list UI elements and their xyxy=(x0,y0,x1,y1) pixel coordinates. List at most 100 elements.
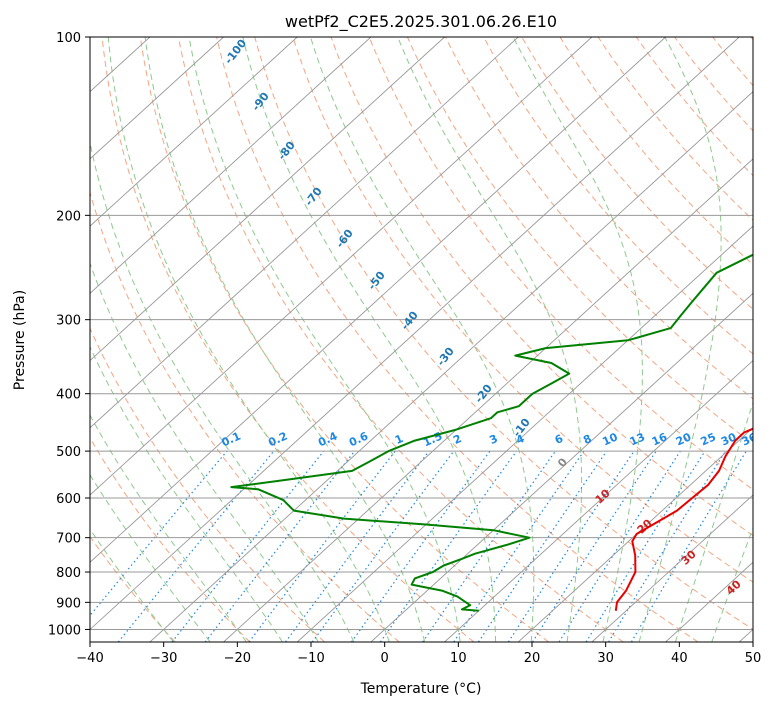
isotherm-line xyxy=(90,37,372,294)
dry-adiabat-label: 30 xyxy=(679,547,699,567)
mixing-ratio-label: 0.6 xyxy=(347,429,370,449)
mixing-ratio-line xyxy=(507,450,635,642)
moist-adiabat-label: -90 xyxy=(249,90,272,114)
isotherm-line xyxy=(223,158,753,642)
isotherm-line xyxy=(370,292,753,642)
dry-adiabat-line xyxy=(254,37,753,631)
dry-adiabat-line xyxy=(216,37,699,642)
mixing-ratio-line xyxy=(453,450,585,642)
mixing-ratio-label: 0.2 xyxy=(266,430,289,450)
moist-adiabat-line xyxy=(107,37,390,642)
mixing-ratio-label: 2 xyxy=(451,432,463,447)
x-tick-label: 40 xyxy=(671,651,688,666)
dry-adiabat-line xyxy=(559,37,753,266)
moist-adiabat-line xyxy=(397,37,583,642)
mixing-ratio-label: 10 xyxy=(600,430,620,448)
dry-adiabat-line xyxy=(406,37,753,445)
moist-adiabat-line xyxy=(90,414,247,642)
y-tick-label: 600 xyxy=(56,492,81,507)
moist-adiabat-label: -20 xyxy=(472,382,495,406)
dry-adiabat-line xyxy=(292,37,753,583)
mixing-ratio-label: 16 xyxy=(650,430,670,448)
background-lines xyxy=(0,37,753,642)
moist-adiabat-line xyxy=(188,37,461,642)
moist-adiabat-label: -100 xyxy=(222,37,249,67)
isotherm-line xyxy=(90,37,298,227)
isotherm-line xyxy=(738,628,753,642)
mixing-ratio-line xyxy=(585,450,706,642)
moist-adiabat-line xyxy=(310,37,535,642)
moist-adiabat-label: -60 xyxy=(333,227,356,251)
y-axis-ticks: 1000 900 800 700 600 500 400 300 200 100 xyxy=(48,31,90,638)
x-tick-label: −20 xyxy=(224,651,251,666)
dry-adiabat-line xyxy=(330,37,753,537)
mixing-ratio-line xyxy=(422,450,556,642)
moist-adiabat-label: -80 xyxy=(275,139,298,163)
moist-adiabat-label: -40 xyxy=(398,309,421,333)
chart-title: wetPf2_C2E5.2025.301.06.26.E10 xyxy=(285,12,557,32)
x-tick-label: 10 xyxy=(450,651,467,666)
moist-adiabat-line xyxy=(674,401,753,642)
moist-adiabat-line xyxy=(90,345,283,642)
moist-adiabat-line xyxy=(711,526,753,642)
x-tick-label: 50 xyxy=(745,651,762,666)
dry-adiabat-line xyxy=(90,190,400,642)
dry-adiabat-line xyxy=(521,37,753,310)
x-axis-label: Temperature (°C) xyxy=(360,681,482,697)
mixing-ratio-line xyxy=(351,450,491,642)
mixing-ratio-line xyxy=(285,450,430,642)
y-tick-label: 400 xyxy=(56,388,81,403)
dry-adiabat-line xyxy=(139,37,549,642)
moist-adiabat-line xyxy=(90,473,211,642)
moist-adiabat-line xyxy=(90,528,174,642)
isotherm-line xyxy=(517,427,753,642)
dry-adiabat-line xyxy=(177,37,624,642)
mixing-ratio-line xyxy=(171,450,325,642)
x-tick-label: 0 xyxy=(381,651,389,666)
y-axis-label: Pressure (hPa) xyxy=(12,290,28,390)
y-tick-label: 800 xyxy=(56,566,81,581)
mixing-ratio-label: 3 xyxy=(487,432,499,447)
dry-adiabat-line xyxy=(483,37,753,355)
moist-adiabat-line xyxy=(90,140,355,642)
dry-adiabat-line xyxy=(101,37,475,642)
x-tick-label: −40 xyxy=(76,651,103,666)
mixing-ratio-label: 6 xyxy=(553,432,566,447)
mixing-ratio-label: 0.1 xyxy=(220,430,243,450)
x-tick-label: −30 xyxy=(150,651,177,666)
x-tick-label: 30 xyxy=(597,651,614,666)
mixing-ratio-label: 13 xyxy=(628,430,647,448)
mixing-ratio-line xyxy=(630,450,747,642)
sounding-profiles xyxy=(230,253,753,612)
x-tick-label: 20 xyxy=(524,651,541,666)
isotherm-line xyxy=(591,494,753,642)
moist-adiabat-line xyxy=(144,37,426,642)
y-tick-label: 700 xyxy=(56,532,81,547)
dry-adiabat-line xyxy=(712,37,753,87)
mixing-ratio-label: 8 xyxy=(581,432,593,447)
isotherm-line xyxy=(0,37,3,642)
isotherm-line xyxy=(90,37,519,429)
plot-frame xyxy=(89,36,754,643)
y-tick-label: 900 xyxy=(56,596,81,611)
mixing-ratio-label: 1.5 xyxy=(421,430,444,450)
mixing-ratio-line xyxy=(90,450,228,617)
dewpoint-profile-line xyxy=(230,253,753,612)
temperature-profile-line xyxy=(614,427,753,611)
mixing-ratio-line xyxy=(558,450,681,642)
dry-adiabat-label: 40 xyxy=(724,577,744,597)
moist-adiabat-line xyxy=(512,37,643,642)
y-tick-label: 200 xyxy=(56,209,81,224)
moist-adiabat-line xyxy=(242,37,497,642)
isotherm-line xyxy=(90,37,666,563)
mixing-ratio-line xyxy=(311,450,455,642)
dry-adiabat-line xyxy=(90,327,325,642)
isotherm-line xyxy=(296,225,753,642)
mixing-ratio-label: 25 xyxy=(699,430,718,448)
y-tick-label: 500 xyxy=(56,445,81,460)
isotherm-line xyxy=(444,359,753,642)
isotherm-line xyxy=(90,37,740,631)
y-tick-label: 100 xyxy=(56,31,81,46)
dry-adiabat-line xyxy=(635,37,753,177)
